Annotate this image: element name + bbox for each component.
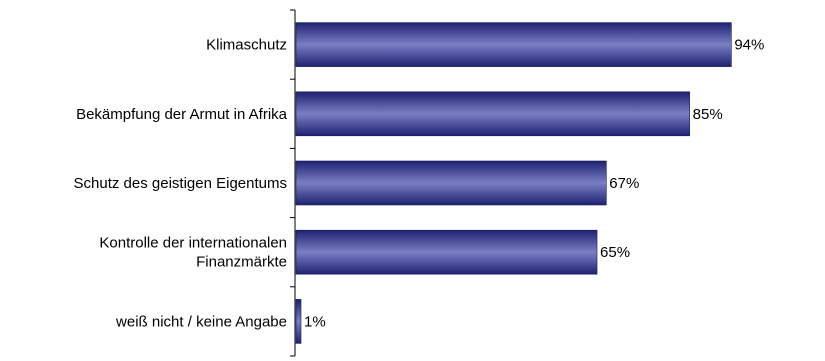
value-label: 94%	[734, 37, 764, 54]
bar	[295, 160, 607, 206]
value-label: 85%	[693, 106, 723, 123]
category-label: Schutz des geistigen Eigentums	[74, 175, 287, 192]
axis-layer	[290, 9, 296, 357]
category-label: weiß nicht / keine Angabe	[115, 313, 287, 330]
bar	[295, 22, 732, 67]
value-label: 1%	[304, 313, 326, 330]
bar	[295, 229, 598, 275]
value-label: 67%	[609, 175, 639, 192]
labels-layer: 94% Klimaschutz 85% Bekämpfung der Armut in…	[74, 37, 765, 331]
category-label: Finanzmärkte	[196, 254, 287, 271]
category-label: Klimaschutz	[206, 37, 287, 54]
bar	[295, 299, 302, 344]
category-label: Bekämpfung der Armut in Afrika	[76, 106, 288, 123]
category-label: Kontrolle der internationalen	[99, 235, 287, 252]
bars-layer	[295, 22, 732, 344]
bar	[295, 91, 690, 137]
value-label: 65%	[600, 244, 630, 261]
